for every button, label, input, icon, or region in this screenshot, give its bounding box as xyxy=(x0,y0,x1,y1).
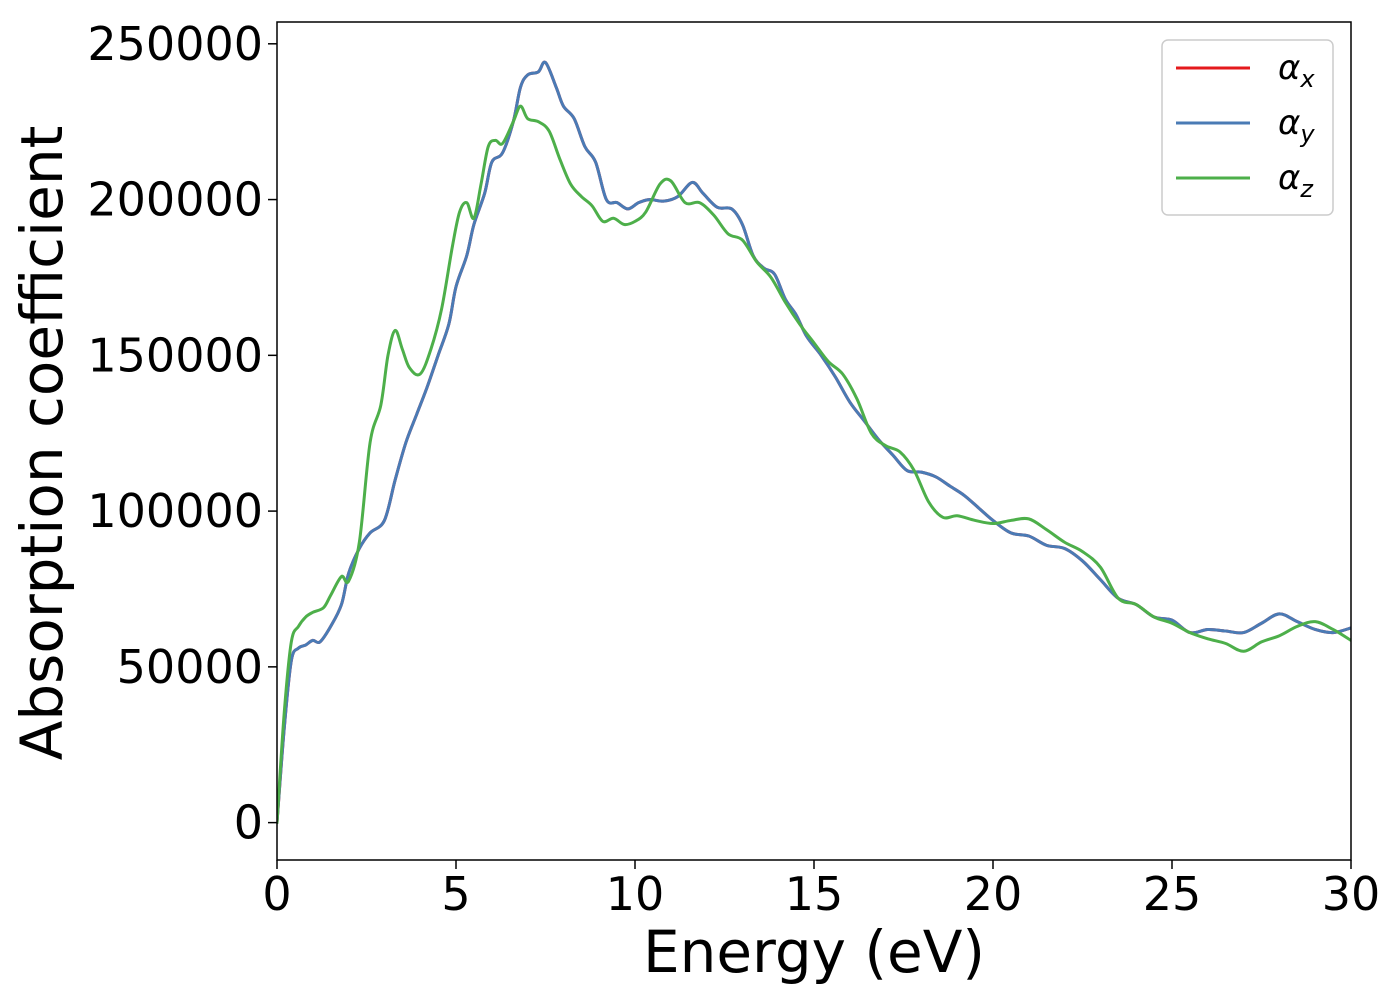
y-axis-label: Absorption coefficient xyxy=(8,126,76,761)
y-tick-label: 250000 xyxy=(87,17,263,71)
y-tick-label: 150000 xyxy=(87,328,263,382)
series-line-z xyxy=(277,104,1351,825)
series-line-y xyxy=(277,60,1351,825)
plot-lines xyxy=(277,60,1351,825)
x-tick-label: 0 xyxy=(262,867,291,921)
x-axis-label: Energy (eV) xyxy=(643,918,985,986)
y-tick-label: 0 xyxy=(234,796,263,850)
legend-label-y: αy xyxy=(1278,103,1315,148)
x-axis-ticks: 0 5 10 15 20 25 30 xyxy=(262,860,1380,921)
y-tick-label: 100000 xyxy=(87,484,263,538)
x-tick-label: 5 xyxy=(441,867,470,921)
legend: αx αy αz xyxy=(1161,39,1334,216)
y-tick-label: 50000 xyxy=(117,640,263,694)
x-tick-label: 10 xyxy=(606,867,665,921)
legend-label-x: αx xyxy=(1278,48,1315,93)
y-tick-label: 200000 xyxy=(87,173,263,227)
x-tick-label: 25 xyxy=(1143,867,1202,921)
x-tick-label: 20 xyxy=(964,867,1023,921)
legend-label-z: αz xyxy=(1278,158,1314,203)
legend-box xyxy=(1161,39,1334,216)
x-tick-label: 15 xyxy=(785,867,844,921)
x-tick-label: 30 xyxy=(1322,867,1381,921)
y-axis-ticks: 0 50000 100000 150000 200000 250000 xyxy=(87,17,277,850)
